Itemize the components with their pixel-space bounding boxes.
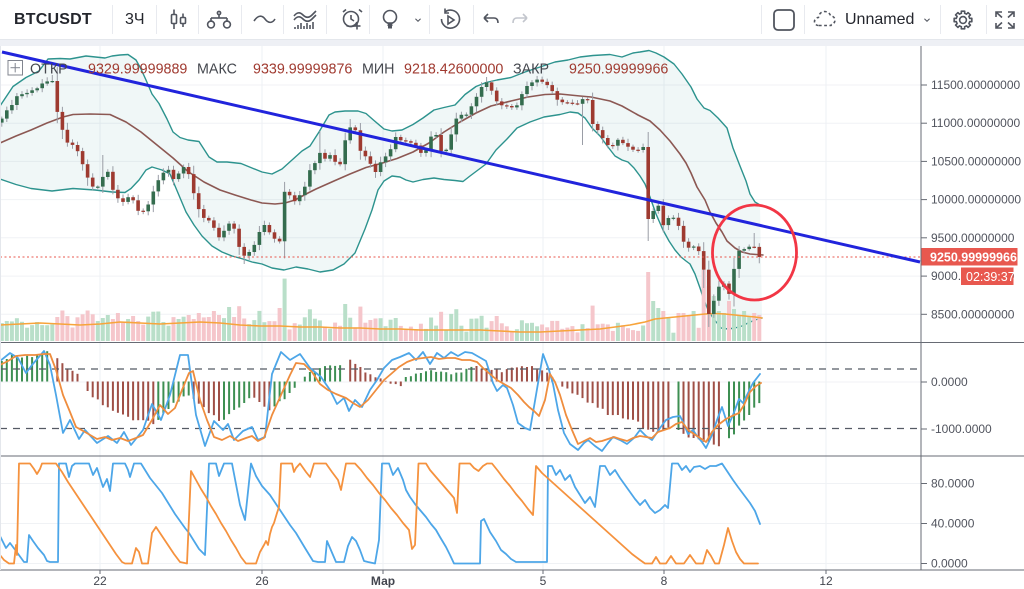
svg-text:10500.00000000: 10500.00000000 (931, 154, 1021, 168)
svg-text:0.0000: 0.0000 (931, 557, 968, 571)
svg-text:5: 5 (540, 574, 547, 588)
svg-text:МИН: МИН (362, 62, 395, 78)
svg-text:8500.00000000: 8500.00000000 (931, 307, 1015, 321)
svg-text:80.0000: 80.0000 (931, 477, 975, 491)
svg-text:МАКС: МАКС (197, 62, 237, 78)
svg-text:40.0000: 40.0000 (931, 517, 975, 531)
svg-text:9250.99999966: 9250.99999966 (930, 251, 1017, 265)
svg-text:8: 8 (661, 574, 668, 588)
svg-text:9250.99999966: 9250.99999966 (569, 62, 668, 78)
svg-text:22: 22 (93, 574, 107, 588)
svg-text:9218.42600000: 9218.42600000 (404, 62, 503, 78)
svg-text:ЗАКР: ЗАКР (513, 62, 549, 78)
svg-text:12: 12 (819, 574, 833, 588)
svg-text:11000.00000000: 11000.00000000 (931, 116, 1021, 130)
svg-text:ОТКР: ОТКР (30, 62, 68, 78)
svg-text:26: 26 (255, 574, 269, 588)
svg-text:-1000.0000: -1000.0000 (931, 422, 992, 436)
svg-text:9329.99999889: 9329.99999889 (88, 62, 187, 78)
svg-text:Мар: Мар (371, 574, 395, 588)
svg-text:02:39:37: 02:39:37 (966, 270, 1015, 284)
svg-text:10000.00000000: 10000.00000000 (931, 193, 1021, 207)
svg-text:9500.00000000: 9500.00000000 (931, 231, 1015, 245)
svg-text:11500.00000000: 11500.00000000 (931, 78, 1021, 92)
svg-text:0.0000: 0.0000 (931, 375, 968, 389)
svg-text:9339.99999876: 9339.99999876 (253, 62, 352, 78)
